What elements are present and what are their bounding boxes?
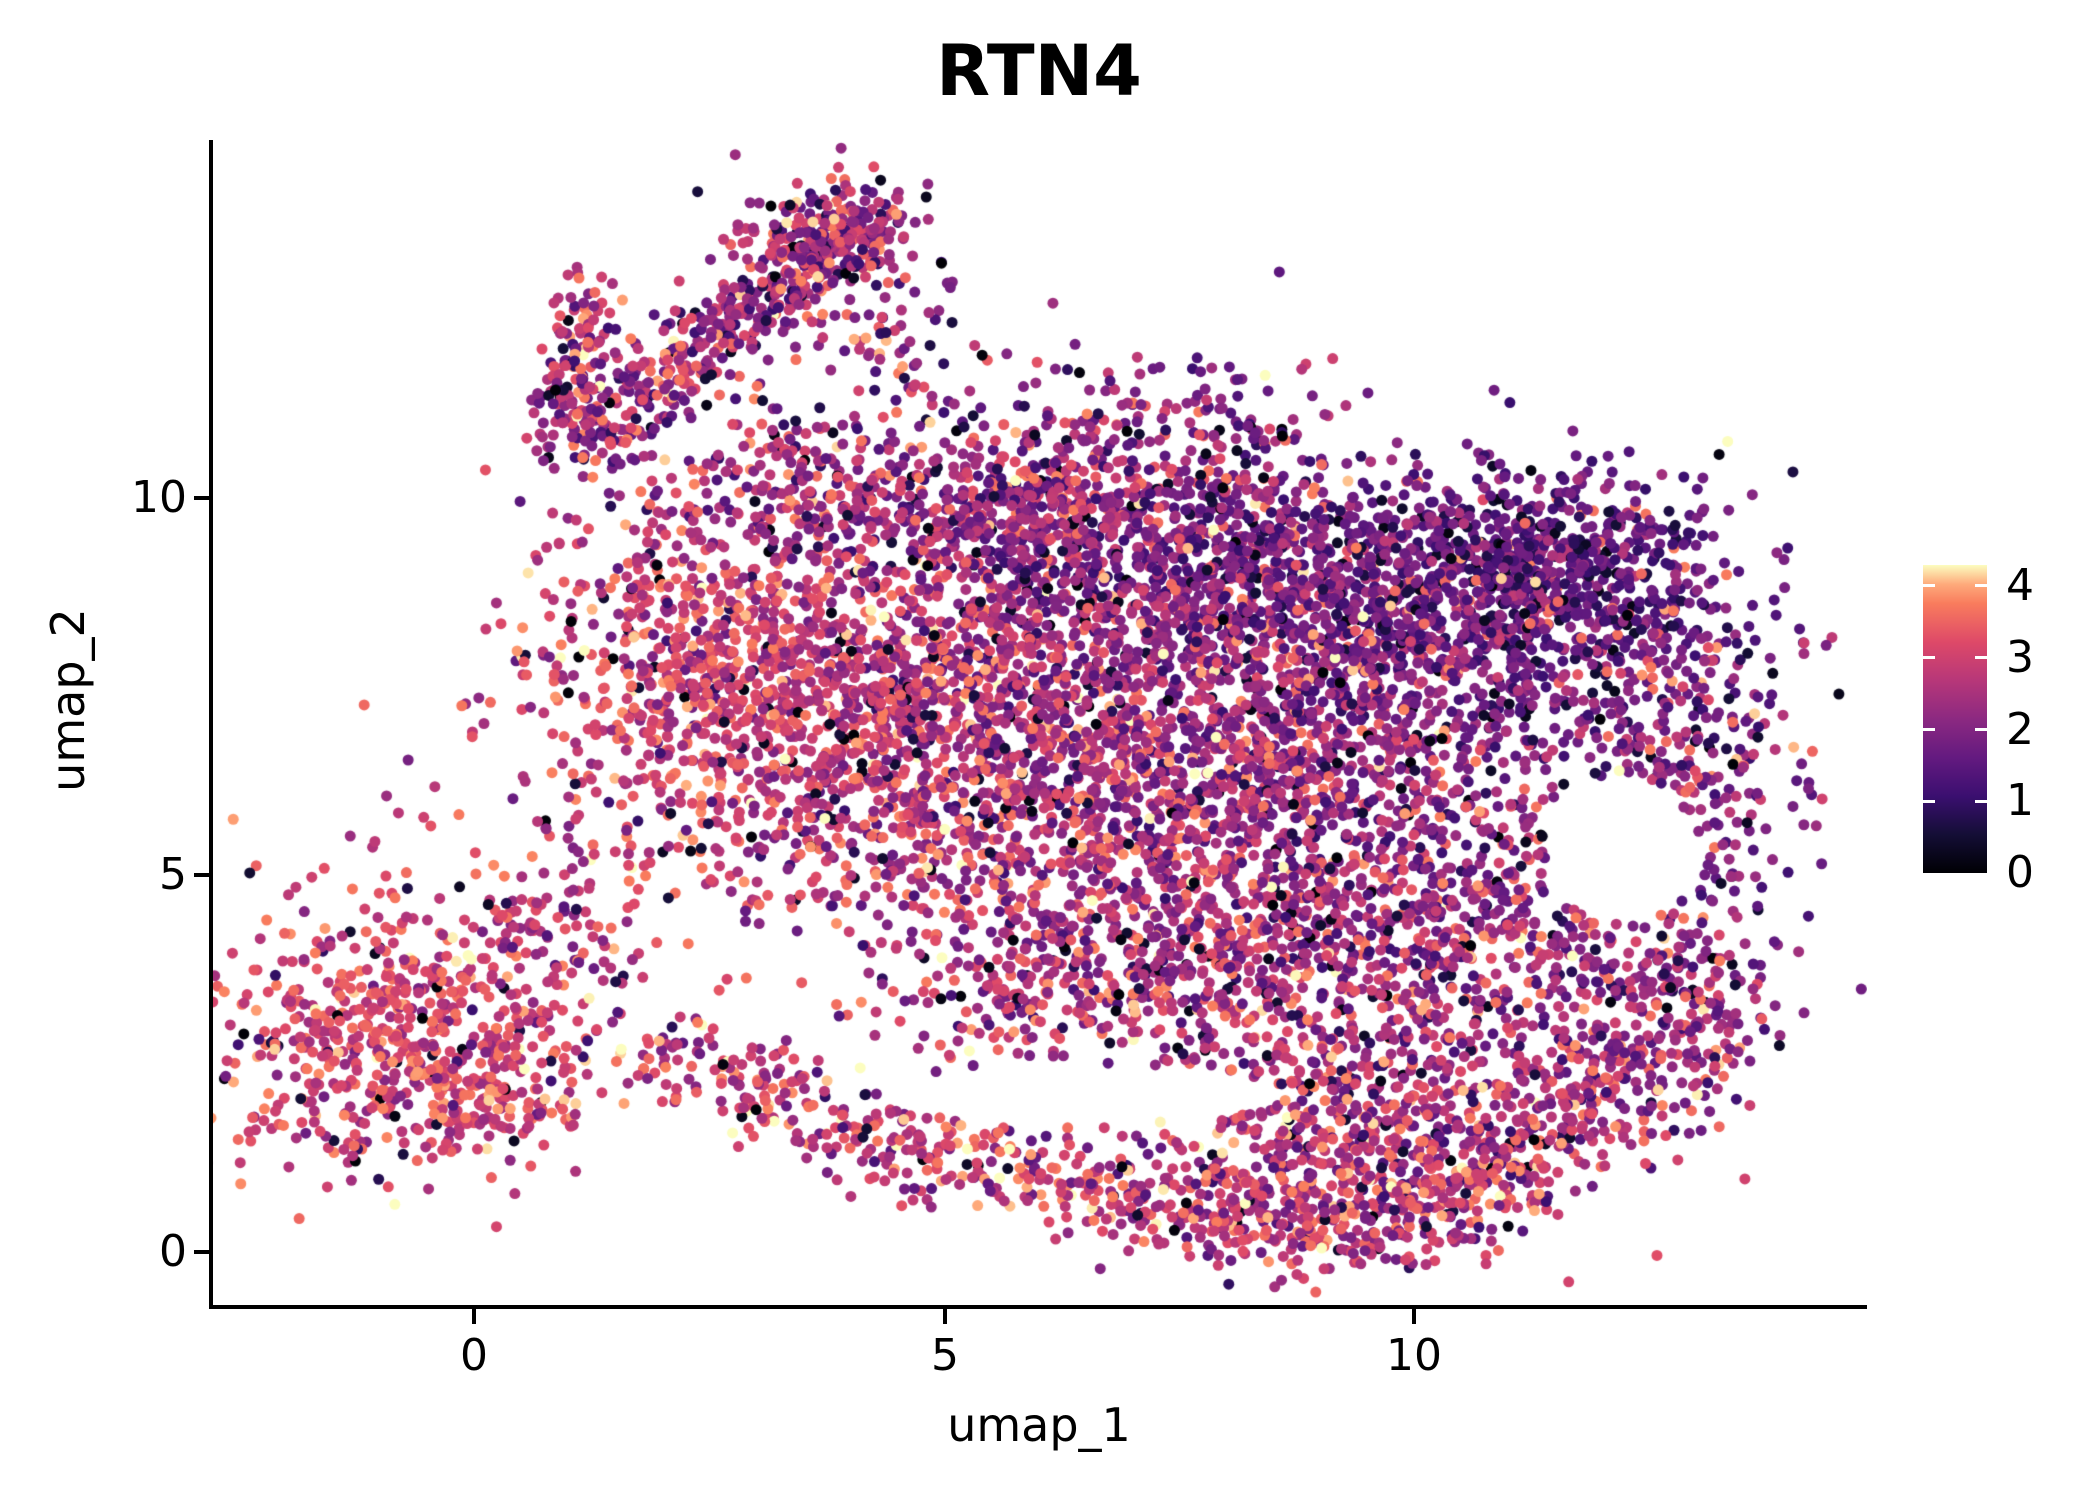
colorbar-tick-4: [1923, 584, 1935, 588]
x-axis-title: umap_1: [947, 1398, 1131, 1452]
y-tick-0: [194, 1250, 209, 1254]
colorbar-label-0: 0: [2006, 847, 2034, 898]
colorbar-tick-2: [1923, 727, 1935, 731]
colorbar-tick-1: [1923, 799, 1935, 803]
y-tick-5: [194, 873, 209, 877]
x-tick-5: [943, 1309, 947, 1324]
y-tick-label-0: 0: [159, 1226, 187, 1277]
y-tick-label-10: 10: [131, 472, 187, 523]
x-tick-0: [472, 1309, 476, 1324]
colorbar-tick-3: [1975, 656, 1987, 660]
x-axis-line: [209, 1305, 1867, 1309]
x-tick-10: [1412, 1309, 1416, 1324]
x-tick-label-10: 10: [1386, 1330, 1442, 1381]
expression-colorbar: [1923, 565, 1987, 873]
x-tick-label-0: 0: [460, 1330, 488, 1381]
y-tick-label-5: 5: [159, 849, 187, 900]
x-tick-label-5: 5: [931, 1330, 959, 1381]
plot-title: RTN4: [936, 30, 1142, 112]
y-tick-10: [194, 496, 209, 500]
umap-scatter-canvas: [211, 140, 1867, 1307]
colorbar-tick-2: [1975, 727, 1987, 731]
colorbar-label-1: 1: [2006, 775, 2034, 826]
colorbar-label-2: 2: [2006, 704, 2034, 755]
colorbar-tick-4: [1975, 584, 1987, 588]
plot-panel: [211, 140, 1867, 1307]
y-axis-line: [209, 140, 213, 1309]
y-axis-title: umap_2: [41, 608, 95, 792]
colorbar-label-4: 4: [2006, 560, 2034, 611]
colorbar-label-3: 3: [2006, 632, 2034, 683]
colorbar-tick-3: [1923, 656, 1935, 660]
colorbar-tick-1: [1975, 799, 1987, 803]
